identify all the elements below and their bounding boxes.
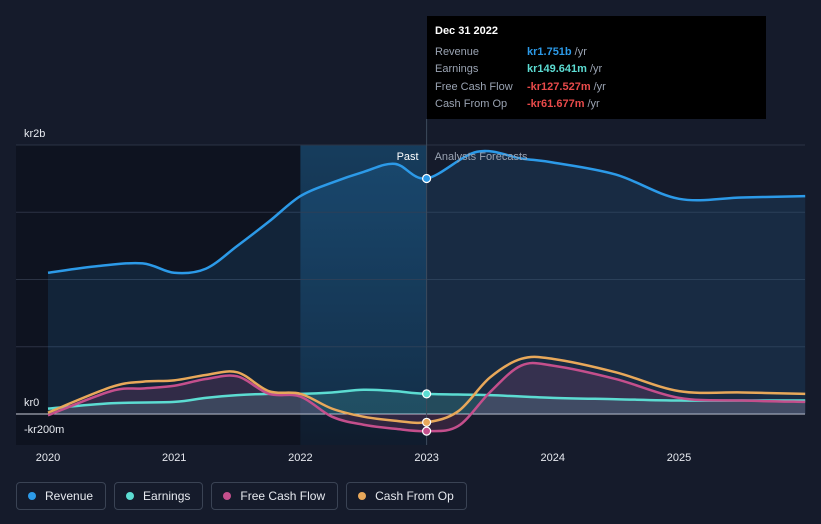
tooltip: Dec 31 2022 Revenue kr1.751b/yr Earnings kr… [427, 16, 766, 119]
x-tick-label: 2021 [162, 452, 186, 464]
x-tick-label: 2022 [288, 452, 312, 464]
tooltip-label: Cash From Op [435, 98, 508, 111]
legend-dot-icon [126, 492, 135, 500]
x-tick-label: 2024 [541, 452, 565, 464]
revenue-line [47, 149, 806, 275]
tooltip-value: -kr127.527m [527, 80, 591, 93]
revenue-marker [422, 173, 432, 184]
tooltip-row: Earnings kr149.641m/yr [435, 61, 758, 79]
grid-lines [16, 144, 805, 415]
legend: Revenue Earnings Free Cash Flow Cash From O… [16, 482, 467, 510]
y-tick-label: -kr200m [24, 424, 64, 436]
cash-from-op-marker [422, 417, 432, 427]
y-tick-label: kr0 [24, 397, 39, 409]
x-tick-label: 2020 [36, 452, 60, 464]
legend-item-earnings[interactable]: Earnings [114, 482, 204, 510]
tooltip-unit: /yr [574, 45, 587, 58]
forecast-label: Analysts Forecasts [435, 151, 528, 163]
free-cash-flow-marker [422, 426, 432, 436]
tooltip-value: kr1.751b [527, 45, 572, 58]
tooltip-row: Revenue kr1.751b/yr [435, 43, 758, 61]
y-axis-labels: kr2b kr0 -kr200m [24, 128, 64, 436]
tooltip-row: Free Cash Flow -kr127.527m/yr [435, 78, 758, 96]
tooltip-value: kr149.641m [527, 63, 587, 76]
x-tick-label: 2025 [667, 452, 691, 464]
x-tick-label: 2023 [414, 452, 438, 464]
past-label: Past [397, 151, 419, 163]
tooltip-label: Free Cash Flow [435, 80, 513, 93]
legend-label: Earnings [143, 489, 191, 503]
legend-label: Revenue [45, 489, 94, 503]
tooltip-unit: /yr [589, 63, 603, 76]
earnings-marker [422, 389, 432, 399]
tooltip-date: Dec 31 2022 [435, 25, 498, 37]
free-cash-flow-line [47, 361, 806, 433]
tooltip-row: Cash From Op -kr61.677m/yr [435, 96, 758, 114]
legend-label: Free Cash Flow [240, 489, 326, 503]
hover-markers [422, 173, 432, 436]
legend-item-free-cash-flow[interactable]: Free Cash Flow [211, 482, 339, 510]
legend-dot-icon [28, 492, 36, 500]
x-axis-labels: 2020 2021 2022 2023 2024 2025 [36, 452, 691, 464]
legend-item-revenue[interactable]: Revenue [16, 482, 107, 510]
y-tick-label: kr2b [24, 128, 45, 140]
legend-label: Cash From Op [375, 489, 454, 503]
tooltip-label: Earnings [435, 63, 479, 76]
plot-highlight-band [300, 145, 427, 445]
legend-dot-icon [223, 492, 232, 500]
series-lines [47, 149, 806, 433]
cash-from-op-line [47, 355, 806, 425]
tooltip-unit: /yr [593, 80, 606, 93]
legend-dot-icon [358, 492, 367, 500]
earnings-line [47, 388, 806, 410]
legend-item-cash-from-op[interactable]: Cash From Op [346, 482, 467, 510]
tooltip-unit: /yr [587, 98, 600, 111]
tooltip-value: -kr61.677m [527, 98, 585, 111]
tooltip-label: Revenue [435, 45, 480, 58]
